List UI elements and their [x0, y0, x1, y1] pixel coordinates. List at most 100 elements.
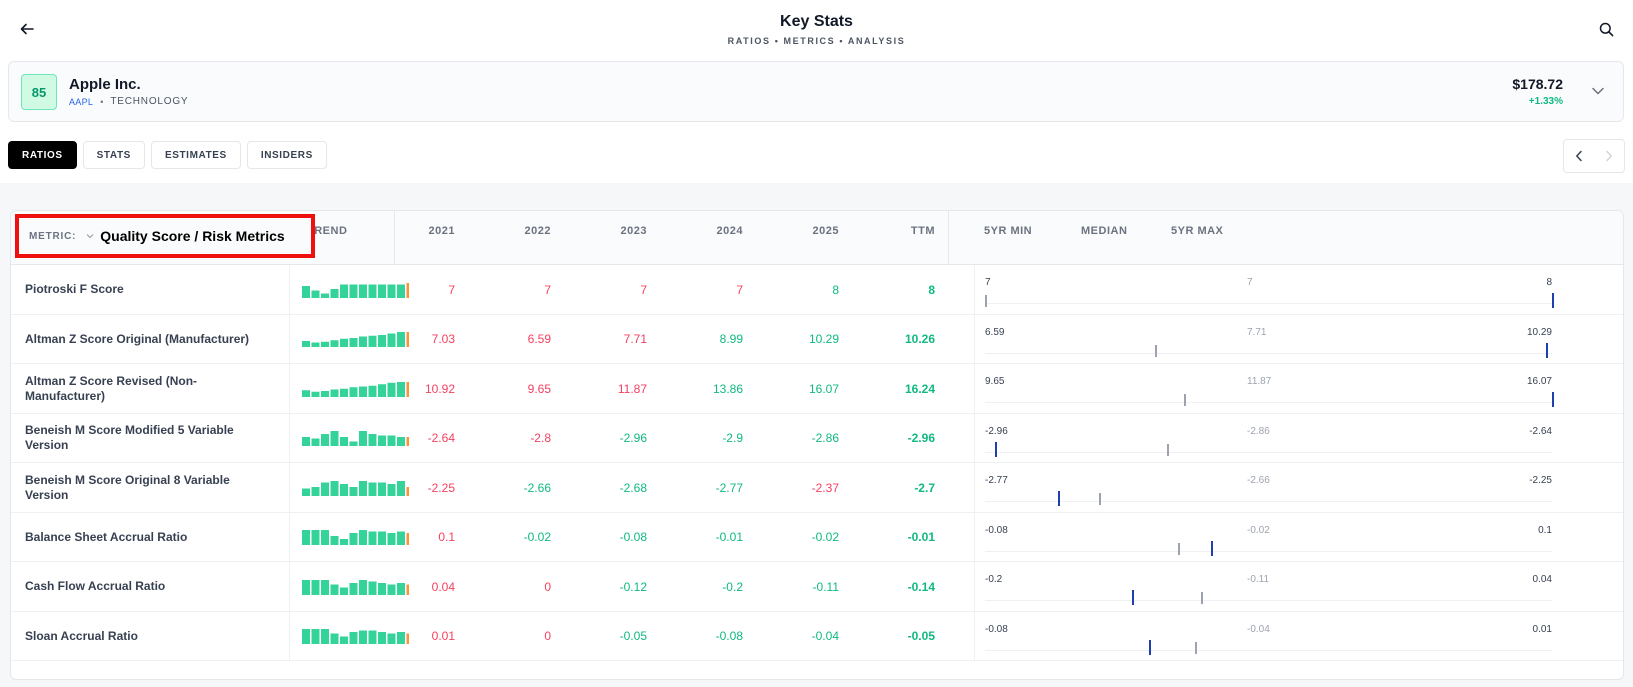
- meta-separator: •: [100, 96, 104, 107]
- median-marker: [1200, 592, 1203, 604]
- pager-next-button[interactable]: [1594, 140, 1624, 172]
- trend-bar: [387, 483, 396, 496]
- header-5yr-min: 5YR MIN: [984, 225, 1033, 237]
- year-value: 16.07: [808, 381, 839, 396]
- range-indicator: -0.08 -0.04 0.01: [974, 611, 1564, 661]
- trend-sparkbars: [289, 611, 409, 661]
- search-icon: [1599, 22, 1613, 36]
- trend-bar: [340, 539, 348, 546]
- table-row[interactable]: Sloan Accrual Ratio 0.01 0 -0.05 -0.08 -0.04-…: [11, 611, 1623, 661]
- range-track: [985, 550, 1552, 552]
- trend-bar: [387, 633, 396, 645]
- tab-estimates[interactable]: ESTIMATES: [150, 141, 241, 169]
- pager-prev-button[interactable]: [1564, 140, 1594, 172]
- year-value: -2.77: [715, 480, 743, 495]
- price-change: +1.33%: [1528, 96, 1563, 107]
- range-track: [985, 352, 1552, 354]
- trend-bar: [302, 629, 310, 645]
- current-marker: [1148, 639, 1151, 655]
- year-value: -2.25: [427, 480, 455, 495]
- trend-bar: [368, 482, 377, 496]
- year-value: 0: [544, 579, 551, 594]
- range-indicator: 9.65 11.87 16.07: [974, 364, 1564, 414]
- trend-bar: [359, 579, 367, 595]
- sector-label: TECHNOLOGY: [110, 96, 189, 107]
- header-year: 2025: [812, 225, 839, 237]
- trend-bar: [387, 533, 396, 546]
- trend-bar: [302, 437, 310, 447]
- range-track: [985, 649, 1552, 651]
- trend-bar: [387, 333, 396, 348]
- trend-bar: [397, 531, 405, 546]
- expand-button[interactable]: [1589, 82, 1607, 100]
- trend-bar: [349, 533, 358, 546]
- year-value: -2.9: [722, 431, 743, 446]
- range-median: -0.04: [1247, 623, 1270, 635]
- company-card[interactable]: 85 Apple Inc. AAPL • TECHNOLOGY $178.72 …: [8, 61, 1624, 122]
- trend-sparkbars: [289, 364, 409, 414]
- trend-bar: [378, 582, 386, 595]
- range-max: 8: [1546, 277, 1552, 288]
- trend-bar: [302, 285, 310, 298]
- range-min: -2.96: [985, 425, 1008, 437]
- trend-bar: [359, 336, 367, 348]
- range-median: -0.02: [1247, 524, 1270, 536]
- table-row[interactable]: Beneish M Score Modified 5 Variable Vers…: [11, 413, 1623, 463]
- current-marker: [1131, 590, 1134, 605]
- ttm-value: -2.96: [907, 431, 935, 446]
- trend-bar: [359, 630, 367, 645]
- tab-ratios[interactable]: RATIOS: [8, 141, 77, 169]
- range-min: 9.65: [985, 376, 1005, 387]
- trend-sparkbars: [289, 413, 409, 463]
- range-min: -0.2: [985, 574, 1003, 585]
- trend-bar: [378, 384, 386, 397]
- year-value: -2.96: [619, 431, 647, 446]
- trend-bar: [378, 335, 386, 348]
- range-indicator: -0.2 -0.11 0.04: [974, 562, 1564, 612]
- median-marker: [1183, 394, 1186, 406]
- table-row[interactable]: Altman Z Score Original (Manufacturer) 7.…: [11, 314, 1623, 364]
- trend-bar: [330, 584, 339, 595]
- header-year: 2023: [620, 225, 647, 237]
- trend-bar: [368, 385, 377, 397]
- range-min: -0.08: [985, 524, 1008, 536]
- chevron-down-icon: [86, 233, 94, 239]
- year-value: -0.01: [715, 530, 743, 545]
- trend-bar: [397, 582, 405, 595]
- trend-bar: [340, 587, 348, 595]
- metric-name: Altman Z Score Revised (Non-Manufacturer…: [25, 373, 198, 403]
- range-max: 0.04: [1532, 574, 1552, 585]
- table-row[interactable]: Piotroski F Score 7 7 7 7 8 8 7 7 8: [11, 265, 1623, 315]
- page-heading: Key Stats RATIOS • METRICS • ANALYSIS: [0, 13, 1633, 46]
- range-track: [985, 451, 1552, 453]
- stock-price: $178.72: [1512, 76, 1563, 92]
- trend-bar: [349, 284, 358, 298]
- trend-bar: [330, 480, 339, 496]
- header-year: 2024: [716, 225, 743, 237]
- table-row[interactable]: Balance Sheet Accrual Ratio 0.1 -0.02 -0.08…: [11, 512, 1623, 562]
- trend-bar: [349, 387, 358, 397]
- trend-bar: [311, 486, 320, 496]
- back-button[interactable]: [16, 18, 38, 40]
- metric-selector[interactable]: METRIC: Quality Score / Risk Metrics: [15, 214, 315, 258]
- table-row[interactable]: Altman Z Score Revised (Non-Manufacturer…: [11, 364, 1623, 414]
- quality-score-badge: 85: [21, 74, 57, 110]
- trend-bar: [397, 381, 405, 397]
- trend-bar: [340, 483, 348, 496]
- tab-stats[interactable]: STATS: [82, 141, 145, 169]
- tab-insiders[interactable]: INSIDERS: [246, 141, 327, 169]
- trend-bar: [359, 480, 367, 496]
- range-median: -0.11: [1247, 574, 1270, 585]
- range-max: 16.07: [1526, 376, 1552, 387]
- ttm-value: -0.01: [907, 530, 935, 545]
- trend-bar: [321, 342, 329, 348]
- trend-bar: [406, 381, 409, 397]
- trend-bar: [397, 332, 405, 348]
- trend-sparkbars: [289, 512, 409, 562]
- table-row[interactable]: Beneish M Score Original 8 Variable Vers…: [11, 463, 1623, 513]
- table-row[interactable]: Cash Flow Accrual Ratio 0.04 0 -0.12 -0.2 -0.…: [11, 562, 1623, 612]
- year-value: 7.71: [623, 332, 647, 347]
- search-button[interactable]: [1595, 18, 1617, 40]
- year-value: -2.66: [523, 480, 551, 495]
- trend-bar: [321, 629, 329, 645]
